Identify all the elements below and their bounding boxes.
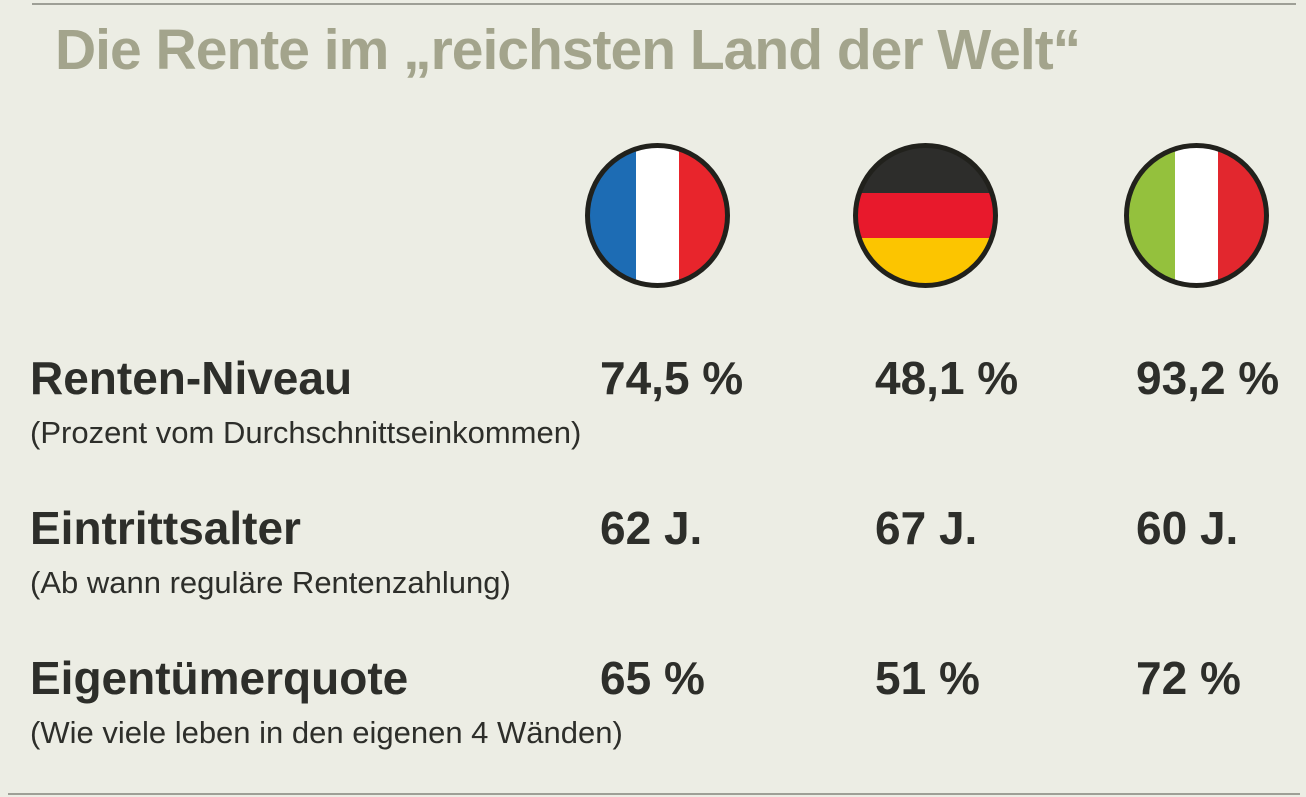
value-italy: 72 %	[1136, 652, 1241, 704]
bottom-border-line	[8, 793, 1300, 795]
page-title: Die Rente im „reichsten Land der Welt“	[55, 18, 1081, 82]
top-border-line	[32, 3, 1296, 5]
row-label: Renten-Niveau	[30, 352, 353, 404]
row-label: Eigentümerquote	[30, 652, 409, 704]
row-label: Eintrittsalter	[30, 502, 301, 554]
value-germany: 51 %	[875, 652, 980, 704]
value-germany: 67 J.	[875, 502, 978, 554]
italy-flag-icon	[1124, 143, 1269, 288]
row-renten-niveau: Renten-Niveau (Prozent vom Durchschnitts…	[0, 355, 1306, 465]
value-france: 62 J.	[600, 502, 703, 554]
row-sublabel: (Wie viele leben in den eigenen 4 Wänden…	[30, 715, 623, 750]
row-sublabel: (Ab wann reguläre Rentenzahlung)	[30, 565, 511, 600]
value-germany: 48,1 %	[875, 352, 1019, 404]
germany-flag-icon	[853, 143, 998, 288]
value-france: 65 %	[600, 652, 705, 704]
value-italy: 93,2 %	[1136, 352, 1280, 404]
france-flag-icon	[585, 143, 730, 288]
row-eintrittsalter: Eintrittsalter (Ab wann reguläre Rentenz…	[0, 505, 1306, 615]
value-france: 74,5 %	[600, 352, 744, 404]
row-eigentuemerquote: Eigentümerquote (Wie viele leben in den …	[0, 655, 1306, 765]
value-italy: 60 J.	[1136, 502, 1239, 554]
row-sublabel: (Prozent vom Durchschnittseinkommen)	[30, 415, 582, 450]
